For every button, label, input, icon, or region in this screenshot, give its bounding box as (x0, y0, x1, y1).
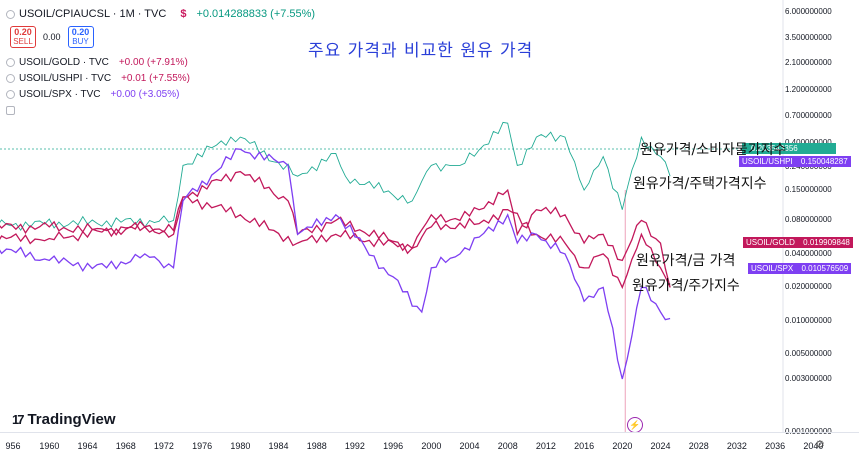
lightning-icon[interactable]: ⚡ (627, 417, 643, 433)
x-tick-label: 2036 (765, 441, 786, 451)
chart-legend: USOIL/CPIAUCSL · 1M · TVC $ +0.014288833… (6, 6, 315, 118)
legend-gold-change: +0.00 (+7.91%) (118, 56, 188, 68)
annotation-ushpi: 원유가격/주택가격지수 (633, 176, 767, 192)
sell-label: SELL (13, 37, 33, 46)
x-tick-label: 2016 (574, 441, 595, 451)
legend-row-ushpi[interactable]: USOIL/USHPI · TVC +0.01 (+7.55%) (6, 70, 315, 86)
series-visibility-dot[interactable] (6, 57, 15, 67)
sell-price: 0.20 (14, 27, 32, 37)
y-tick-label: 0.020000000 (785, 282, 832, 292)
y-tick-label: 1.200000000 (785, 84, 832, 94)
y-tick-label: 6.000000000 (785, 7, 832, 16)
legend-main-row[interactable]: USOIL/CPIAUCSL · 1M · TVC $ +0.014288833… (6, 6, 315, 22)
legend-row-gold[interactable]: USOIL/GOLD · TVC +0.00 (+7.91%) (6, 54, 315, 70)
y-tick-label: 0.040000000 (785, 248, 832, 258)
series-visibility-dot[interactable] (6, 9, 15, 19)
legend-row-spx[interactable]: USOIL/SPX · TVC +0.00 (+3.05%) (6, 86, 315, 102)
x-tick-label: 2012 (535, 441, 556, 451)
y-tick-label: 0.080000000 (785, 215, 832, 225)
annotation-gold: 원유가격/금 가격 (636, 253, 736, 269)
y-tick-label: 0.001000000 (785, 427, 832, 436)
x-tick-label: 1984 (268, 441, 289, 451)
annotation-spx: 원유가격/주가지수 (632, 278, 740, 294)
x-tick-label: 2024 (650, 441, 671, 451)
spread-value: 0.00 (43, 32, 61, 42)
price-tag-name: USOIL/SPX (751, 264, 794, 273)
annotation-cpi: 원유가격/소비자물가지수 (640, 142, 787, 158)
legend-spx-symbol: USOIL/SPX · TVC (19, 88, 101, 100)
legend-spx-change: +0.00 (+3.05%) (110, 88, 180, 100)
x-tick-label: 956 (5, 441, 21, 451)
legend-main-change: +0.014288833 (+7.55%) (196, 8, 316, 20)
x-tick-label: 2028 (688, 441, 709, 451)
price-tag-name: USOIL/USHPI (742, 157, 793, 166)
currency-icon: $ (180, 8, 187, 20)
legend-gold-symbol: USOIL/GOLD · TVC (19, 56, 109, 68)
price-tag-value: 0.019909848 (803, 238, 850, 247)
trade-buttons: 0.20 SELL 0.00 0.20 BUY (10, 26, 315, 48)
tradingview-logo-icon: 17 (12, 412, 25, 427)
series-line-usoil-ushpi[interactable] (0, 170, 671, 288)
x-tick-label: 1972 (153, 441, 174, 451)
y-tick-label: 0.150000000 (785, 185, 832, 195)
series-line-usoil-spx[interactable] (0, 148, 671, 380)
x-tick-label: 2032 (726, 441, 747, 451)
x-tick-label: 1968 (115, 441, 136, 451)
x-tick-label: 2020 (612, 441, 633, 451)
buy-button[interactable]: 0.20 BUY (67, 26, 94, 48)
series-visibility-dot[interactable] (6, 89, 15, 99)
x-tick-label: 1964 (77, 441, 98, 451)
price-tag-spx: USOIL/SPX 0.010576509 (748, 263, 852, 274)
legend-ushpi-change: +0.01 (+7.55%) (121, 72, 190, 84)
y-tick-label: 0.010000000 (785, 315, 832, 325)
brand-name: TradingView (27, 411, 116, 428)
buy-label: BUY (72, 37, 89, 46)
settings-gear-icon[interactable]: ⚙ (815, 439, 825, 451)
x-tick-label: 1980 (230, 441, 251, 451)
price-tag-value: 0.010576509 (801, 264, 849, 273)
y-tick-label: 0.700000000 (785, 110, 832, 120)
x-tick-label: 2004 (459, 441, 480, 451)
y-tick-label: 0.005000000 (785, 349, 832, 359)
legend-collapse[interactable] (6, 102, 315, 118)
y-tick-label: 3.500000000 (785, 33, 832, 43)
price-tag-value: 0.203543356 (751, 144, 798, 153)
x-tick-label: 1976 (192, 441, 213, 451)
price-tag-ushpi: USOIL/USHPI 0.150048287 (739, 156, 851, 167)
price-tag-name: USOIL/GOLD (746, 238, 795, 247)
x-tick-label: 1992 (344, 441, 365, 451)
y-tick-label: 2.100000000 (785, 57, 832, 67)
x-tick-label: 2008 (497, 441, 518, 451)
sell-button[interactable]: 0.20 SELL (10, 26, 36, 48)
series-line-usoil-gold[interactable] (0, 196, 671, 290)
x-tick-label: 1988 (306, 441, 327, 451)
tradingview-logo[interactable]: 17 TradingView (12, 411, 116, 428)
buy-price: 0.20 (71, 27, 90, 37)
series-visibility-dot[interactable] (6, 73, 15, 83)
x-tick-label: 1996 (383, 441, 404, 451)
time-axis[interactable]: 956 1960 1964 1968 1972 1976 1980 1984 1988 1992 1… (0, 432, 859, 460)
x-tick-label: 1960 (39, 441, 60, 451)
price-tag-cpi: 0.203543356 (742, 143, 836, 154)
legend-main-symbol: USOIL/CPIAUCSL · 1M · TVC (19, 8, 167, 20)
price-tag-value: 0.150048287 (800, 157, 848, 166)
eye-icon[interactable] (6, 105, 15, 115)
chart-title: 주요 가격과 비교한 원유 가격 (308, 41, 534, 61)
legend-ushpi-symbol: USOIL/USHPI · TVC (19, 72, 112, 84)
x-tick-label: 2040 (803, 441, 824, 451)
y-tick-label: 0.003000000 (785, 373, 832, 383)
price-tag-gold: USOIL/GOLD 0.019909848 (743, 237, 853, 248)
series-line-usoil-cpiaucsl[interactable] (0, 121, 671, 232)
x-tick-label: 2000 (421, 441, 442, 451)
